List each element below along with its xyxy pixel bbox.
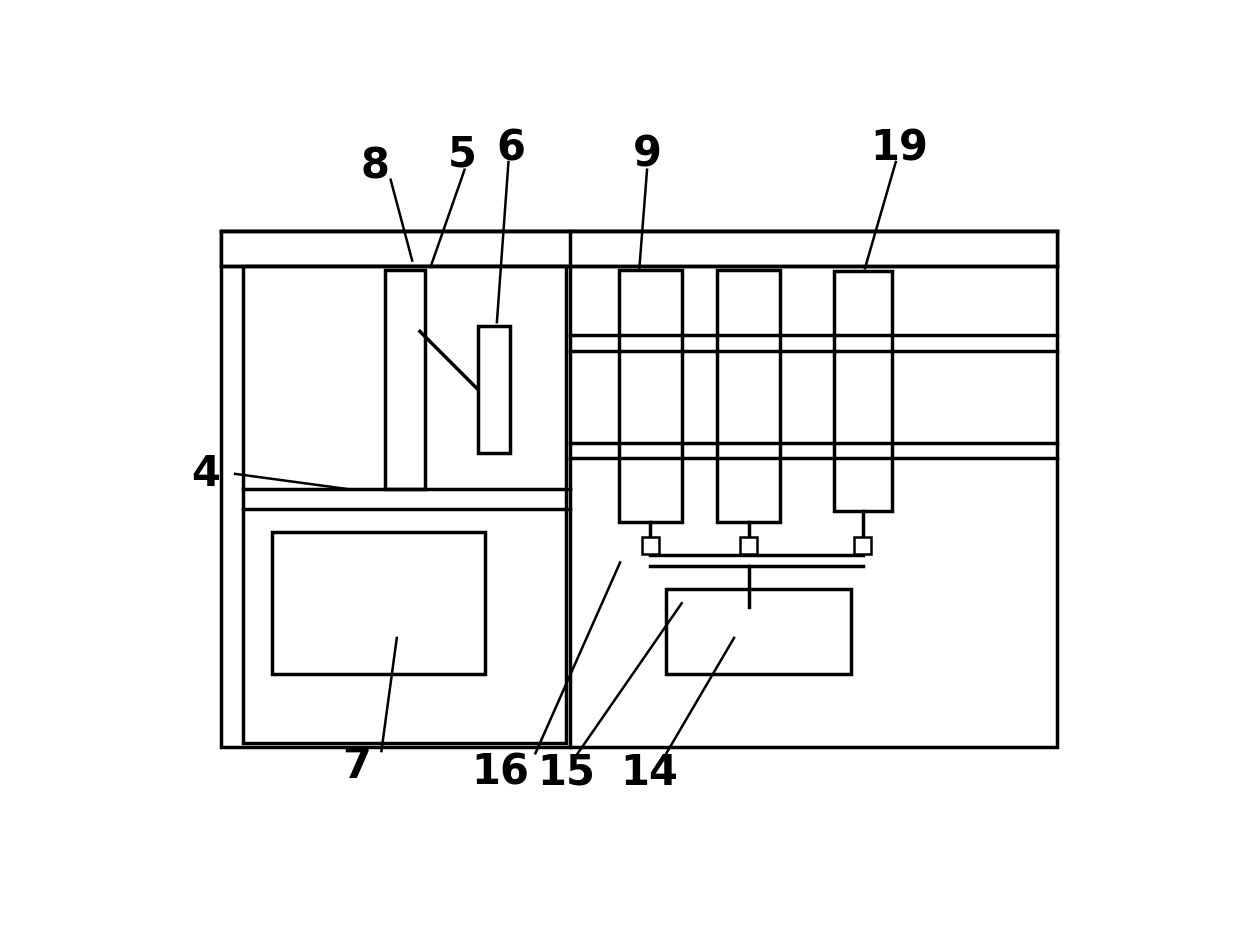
- Text: 19: 19: [870, 128, 928, 170]
- Text: 15: 15: [537, 752, 595, 794]
- Text: 5: 5: [448, 133, 476, 175]
- Bar: [619, 270, 682, 522]
- Bar: [243, 266, 567, 744]
- Bar: [641, 537, 658, 554]
- Bar: [272, 532, 485, 674]
- Bar: [666, 590, 851, 674]
- Text: 8: 8: [361, 146, 389, 188]
- Bar: [221, 231, 1058, 266]
- Text: 9: 9: [632, 133, 661, 175]
- Text: 16: 16: [471, 752, 529, 794]
- Bar: [221, 231, 1058, 747]
- Bar: [717, 270, 780, 522]
- Text: 4: 4: [191, 453, 221, 494]
- Bar: [835, 271, 892, 511]
- Bar: [386, 270, 425, 489]
- Bar: [477, 326, 510, 453]
- Bar: [854, 537, 872, 554]
- Bar: [740, 537, 758, 554]
- Text: 7: 7: [342, 745, 371, 787]
- Text: 14: 14: [620, 752, 678, 794]
- Text: 6: 6: [496, 128, 526, 170]
